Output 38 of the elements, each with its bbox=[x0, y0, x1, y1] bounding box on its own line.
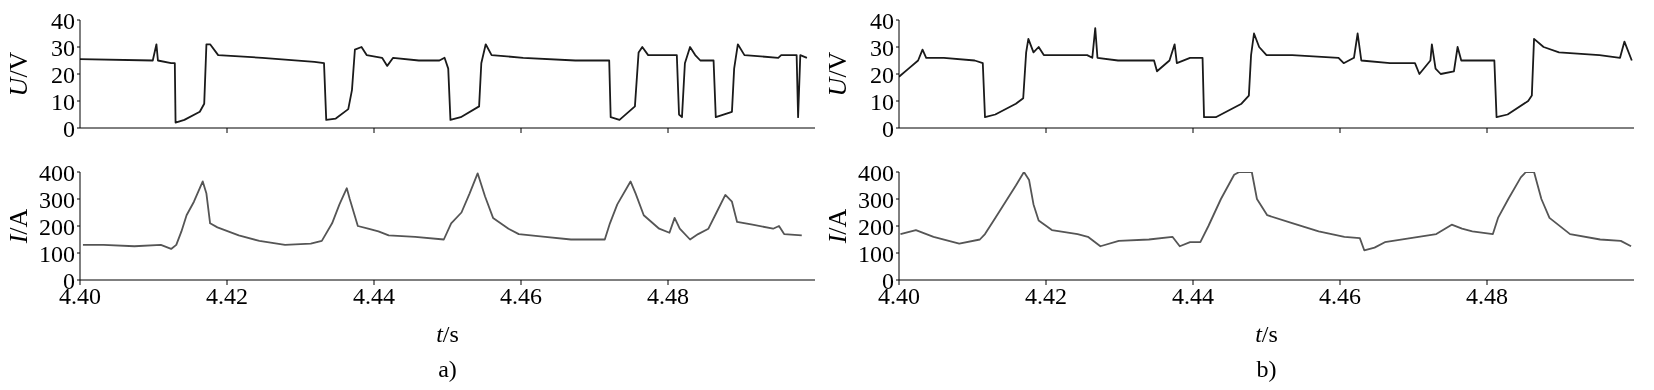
y-tick-label: 200 bbox=[858, 213, 894, 240]
y-axis-title: U/V bbox=[822, 51, 852, 97]
x-axis-title: t/s bbox=[436, 321, 459, 347]
y-tick-label: 0 bbox=[882, 115, 894, 142]
x-tick-label: 4.46 bbox=[1319, 283, 1361, 310]
text: b) bbox=[1255, 355, 1278, 384]
line-series bbox=[899, 27, 1633, 119]
y-tick-label: 300 bbox=[858, 186, 894, 213]
y-axis-title: I/A bbox=[3, 208, 33, 245]
x-tick-label: 4.48 bbox=[647, 283, 689, 310]
y-tick-label: 20 bbox=[870, 61, 894, 88]
y-tick-label: 10 bbox=[870, 88, 894, 115]
x-tick-label: 4.42 bbox=[1025, 283, 1067, 310]
y-tick-label: 40 bbox=[51, 7, 75, 34]
x-tick-label: 4.44 bbox=[353, 283, 395, 310]
y-tick-label: 20 bbox=[51, 61, 75, 88]
y-axis-title: U/V bbox=[3, 51, 33, 97]
y-tick-label: 100 bbox=[858, 240, 894, 267]
y-axis-title: I/A bbox=[822, 208, 852, 245]
x-tick-label: 4.46 bbox=[500, 283, 542, 310]
x-axis-title: t/s bbox=[1255, 321, 1278, 347]
y-tick-label: 40 bbox=[870, 7, 894, 34]
y-tick-label: 30 bbox=[51, 34, 75, 61]
y-tick-label: 30 bbox=[870, 34, 894, 61]
y-tick-label: 300 bbox=[39, 186, 75, 213]
x-tick-label: 4.42 bbox=[206, 283, 248, 310]
x-tick-label: 4.44 bbox=[1172, 283, 1214, 310]
line-series bbox=[899, 172, 1632, 252]
y-tick-label: 400 bbox=[39, 159, 75, 186]
y-tick-label: 10 bbox=[51, 88, 75, 115]
line-series bbox=[80, 43, 808, 124]
y-tick-label: 0 bbox=[63, 115, 75, 142]
line-series bbox=[82, 172, 803, 250]
y-tick-label: 100 bbox=[39, 240, 75, 267]
y-tick-label: 200 bbox=[39, 213, 75, 240]
y-tick-label: 400 bbox=[858, 159, 894, 186]
text: a) bbox=[437, 355, 458, 384]
x-tick-label: 4.48 bbox=[1466, 283, 1508, 310]
